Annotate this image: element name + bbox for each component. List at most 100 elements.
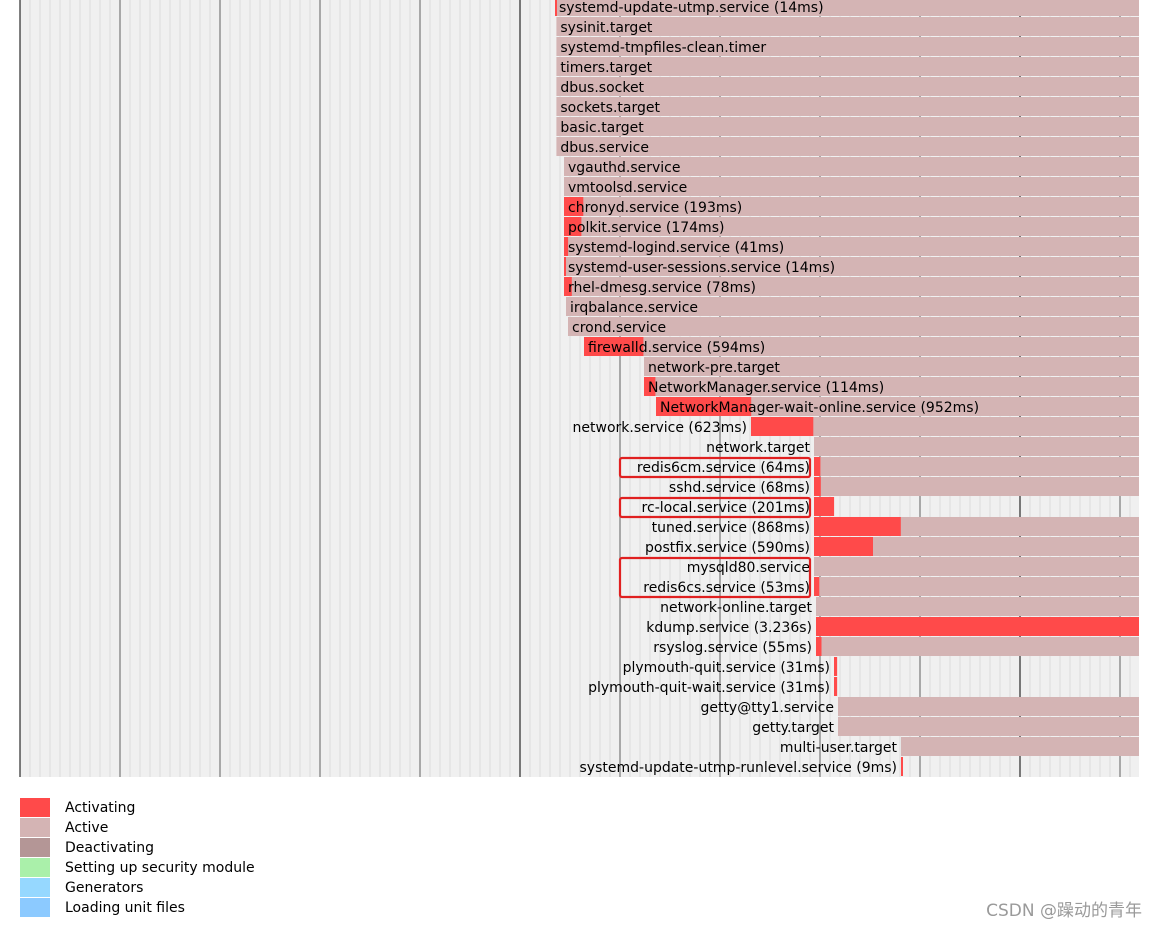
unit-label: redis6cs.service (53ms) [643, 580, 810, 596]
active-bar [838, 697, 1139, 716]
active-bar [901, 737, 1139, 756]
legend-swatch [20, 818, 50, 837]
unit-label: NetworkManager.service (114ms) [648, 380, 884, 396]
activating-bar [564, 277, 572, 296]
active-bar [814, 457, 1139, 476]
active-bar [751, 417, 1139, 436]
unit-label: NetworkManager-wait-online.service (952m… [660, 400, 979, 416]
unit-label: tuned.service (868ms) [652, 520, 810, 536]
legend-label: Generators [65, 880, 143, 896]
active-bar [564, 257, 1139, 276]
unit-label: redis6cm.service (64ms) [637, 460, 810, 476]
active-bar [814, 437, 1139, 456]
activating-bar [564, 257, 566, 276]
active-bar [564, 277, 1139, 296]
unit-label: kdump.service (3.236s) [646, 620, 812, 636]
activating-bar [814, 457, 821, 476]
unit-label: vgauthd.service [568, 160, 680, 176]
active-bar [556, 77, 1139, 96]
unit-label: timers.target [560, 60, 652, 76]
legend-swatch [20, 898, 50, 917]
active-bar [644, 357, 1139, 376]
unit-label: getty@tty1.service [700, 700, 834, 716]
unit-label: systemd-update-utmp-runlevel.service (9m… [580, 760, 897, 776]
unit-label: polkit.service (174ms) [568, 220, 724, 236]
unit-label: plymouth-quit.service (31ms) [623, 660, 830, 676]
active-bar [814, 577, 1139, 596]
unit-label: rsyslog.service (55ms) [653, 640, 812, 656]
active-bar [656, 397, 1139, 416]
active-bar [564, 197, 1139, 216]
active-bar [584, 337, 1139, 356]
activating-bar [751, 417, 814, 436]
unit-label: sshd.service (68ms) [669, 480, 810, 496]
legend-label: Deactivating [65, 840, 154, 856]
legend-label: Active [65, 820, 108, 836]
active-bar [644, 377, 1139, 396]
unit-label: dbus.socket [560, 80, 644, 96]
active-bar [556, 37, 1139, 56]
unit-label: sysinit.target [560, 20, 653, 36]
unit-label: getty.target [752, 720, 834, 736]
activating-bar [901, 757, 903, 776]
legend-swatch [20, 838, 50, 857]
unit-labels: systemd-update-utmp.service (14ms) sysini… [559, 0, 979, 776]
highlight-box [618, 456, 812, 479]
activating-bar [814, 477, 821, 496]
active-bar [814, 557, 1139, 576]
active-bar [814, 477, 1139, 496]
unit-label: plymouth-quit-wait.service (31ms) [588, 680, 830, 696]
unit-label: irqbalance.service [570, 300, 698, 316]
active-bar [556, 17, 1139, 36]
active-bar [568, 317, 1139, 336]
unit-label: basic.target [560, 120, 644, 136]
activating-bar [834, 677, 838, 696]
unit-label: postfix.service (590ms) [645, 540, 810, 556]
unit-label: mysqld80.service [687, 560, 810, 576]
active-bar [564, 157, 1139, 176]
unit-label: rc-local.service (201ms) [642, 500, 810, 516]
unit-label: network.service (623ms) [573, 420, 747, 436]
unit-label: vmtoolsd.service [568, 180, 687, 196]
activating-bar [814, 537, 873, 556]
activating-bar [656, 397, 752, 416]
unit-label: systemd-logind.service (41ms) [568, 240, 784, 256]
highlight-box [618, 556, 812, 599]
highlight-box [618, 496, 812, 519]
active-bar [556, 117, 1139, 136]
unit-label: systemd-update-utmp.service (14ms) [559, 0, 824, 16]
unit-label: network.target [706, 440, 810, 456]
unit-label: firewalld.service (594ms) [588, 340, 765, 356]
active-bar [566, 297, 1139, 316]
unit-label: network-online.target [660, 600, 812, 616]
active-bar [555, 0, 1139, 16]
unit-label: systemd-tmpfiles-clean.timer [560, 40, 766, 56]
active-bar [564, 177, 1139, 196]
legend-swatch [20, 878, 50, 897]
active-bar [564, 237, 1139, 256]
unit-label: multi-user.target [780, 740, 898, 756]
activating-bar [555, 0, 557, 16]
activating-bar [814, 517, 901, 536]
active-bar [556, 137, 1139, 156]
unit-label: network-pre.target [648, 360, 780, 376]
activating-bar [814, 497, 835, 516]
unit-label: chronyd.service (193ms) [568, 200, 742, 216]
unit-label: dbus.service [560, 140, 649, 156]
legend-label: Loading unit files [65, 900, 185, 916]
unit-bars [555, 0, 1139, 776]
activating-bar [814, 577, 820, 596]
legend: Activating Active Deactivating Setting up s… [20, 798, 255, 917]
highlight-boxes [618, 456, 812, 599]
active-bar [816, 637, 1139, 656]
unit-label: sockets.target [560, 100, 660, 116]
watermark: CSDN @躁动的青年 [986, 901, 1142, 921]
legend-label: Activating [65, 800, 135, 816]
active-bar [814, 537, 1139, 556]
legend-swatch [20, 798, 50, 817]
activating-bar [644, 377, 656, 396]
unit-label: systemd-user-sessions.service (14ms) [568, 260, 835, 276]
activating-bar [816, 617, 1139, 636]
activating-bar [564, 217, 582, 236]
